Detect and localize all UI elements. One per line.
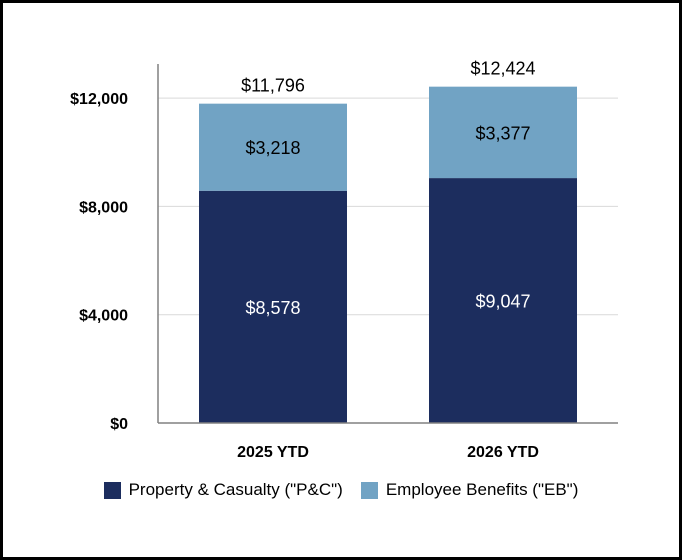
data-label: $8,578 (245, 298, 300, 318)
bar-segment-pc (199, 190, 347, 423)
legend-item-eb: Employee Benefits ("EB") (360, 480, 579, 500)
legend-swatch-eb (360, 481, 378, 499)
total-label: $11,796 (241, 76, 305, 96)
y-tick-label: $4,000 (79, 308, 128, 325)
legend-label-pc: Property & Casualty ("P&C") (128, 480, 343, 499)
y-tick-label: $12,000 (70, 91, 128, 108)
total-label: $12,424 (470, 59, 535, 79)
data-label: $3,377 (475, 123, 530, 143)
labels: $0 $4,000 $8,000 $12,000 $8,578 $3,218 $11,796… (70, 59, 539, 461)
data-label: $9,047 (475, 292, 530, 312)
x-category-label: 2026 YTD (467, 444, 539, 461)
legend-label-eb: Employee Benefits ("EB") (385, 480, 579, 499)
y-tick-label: $8,000 (79, 199, 128, 216)
bar-segment-pc (429, 178, 577, 423)
axes (157, 64, 618, 424)
y-tick-label: $0 (110, 416, 128, 433)
data-label: $3,218 (245, 138, 300, 158)
bar-segment-eb (199, 103, 347, 191)
bars (199, 86, 577, 423)
bar-segment-eb (429, 86, 577, 179)
legend-swatch-pc (103, 481, 121, 499)
legend: Property & Casualty ("P&C") Employee Ben… (0, 480, 682, 500)
x-category-label: 2025 YTD (237, 444, 309, 461)
legend-item-pc: Property & Casualty ("P&C") (103, 480, 343, 500)
